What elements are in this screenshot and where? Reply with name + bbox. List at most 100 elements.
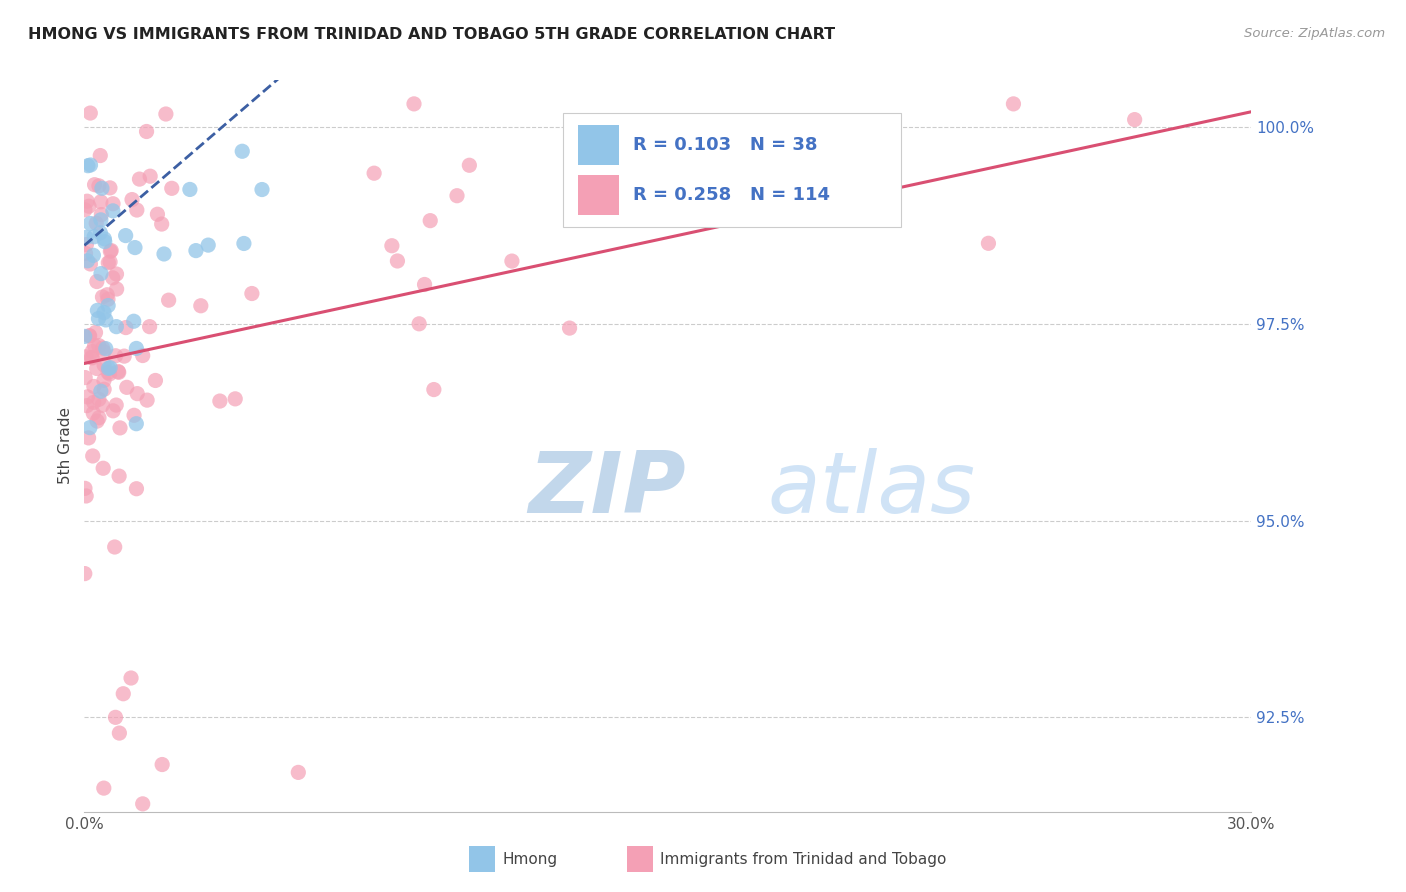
Point: [73, 481, 96, 495]
Text: Source: ZipAtlas.com: Source: ZipAtlas.com: [1244, 27, 1385, 40]
Point: [558, 321, 581, 335]
Point: [101, 271, 124, 285]
Point: [114, 228, 136, 243]
Point: [108, 726, 131, 740]
Point: [93, 344, 115, 359]
Point: [125, 417, 148, 431]
Point: [76, 390, 98, 404]
Point: [363, 166, 385, 180]
Point: [77, 431, 100, 445]
Point: [1002, 96, 1025, 111]
Point: [79, 420, 101, 434]
Point: [125, 482, 148, 496]
Point: [82, 406, 104, 420]
Point: [77, 199, 100, 213]
Point: [138, 319, 160, 334]
Point: [82, 449, 104, 463]
Text: Hmong: Hmong: [502, 852, 557, 867]
Point: [139, 169, 162, 184]
Point: [190, 299, 212, 313]
Point: [75, 246, 97, 260]
Point: [115, 380, 138, 394]
Point: [157, 293, 180, 308]
Bar: [562, 113, 901, 227]
Point: [231, 145, 253, 159]
Point: [105, 319, 128, 334]
Point: [101, 196, 124, 211]
Text: R = 0.258   N = 114: R = 0.258 N = 114: [633, 186, 830, 204]
Bar: [470, 847, 495, 872]
Point: [387, 254, 409, 268]
Point: [155, 107, 177, 121]
Point: [94, 342, 117, 356]
Point: [100, 244, 122, 258]
Point: [75, 370, 97, 384]
Point: [98, 244, 121, 259]
Point: [105, 267, 128, 281]
Point: [160, 181, 183, 195]
Point: [90, 208, 112, 222]
Point: [96, 287, 118, 301]
Text: atlas: atlas: [768, 449, 974, 532]
Point: [402, 96, 425, 111]
Point: [79, 217, 101, 231]
Point: [87, 311, 110, 326]
Point: [73, 566, 96, 581]
Point: [125, 202, 148, 217]
Point: [112, 687, 135, 701]
Point: [136, 393, 159, 408]
Point: [86, 414, 108, 428]
Point: [287, 765, 309, 780]
Point: [84, 326, 107, 340]
Point: [97, 256, 120, 270]
Point: [131, 349, 153, 363]
Point: [179, 182, 201, 196]
Point: [77, 159, 100, 173]
Point: [93, 382, 115, 396]
Point: [90, 194, 112, 209]
Point: [150, 217, 173, 231]
Point: [224, 392, 246, 406]
Point: [146, 207, 169, 221]
Bar: [578, 125, 619, 165]
Point: [1123, 112, 1146, 127]
Point: [125, 342, 148, 356]
Point: [93, 232, 115, 246]
Point: [77, 328, 100, 343]
Point: [79, 106, 101, 120]
Bar: [627, 847, 652, 872]
Point: [381, 238, 404, 252]
Point: [91, 181, 114, 195]
Point: [79, 329, 101, 343]
Point: [83, 379, 105, 393]
Point: [108, 421, 131, 435]
Point: [104, 349, 127, 363]
Point: [86, 275, 108, 289]
Point: [446, 188, 468, 202]
Point: [145, 374, 167, 388]
Point: [121, 193, 143, 207]
Point: [108, 469, 131, 483]
Point: [73, 329, 96, 343]
Point: [458, 158, 481, 172]
Point: [83, 395, 105, 409]
Point: [124, 241, 146, 255]
Point: [75, 230, 97, 244]
Point: [76, 399, 98, 413]
Point: [83, 178, 105, 192]
Point: [250, 182, 273, 196]
Point: [87, 410, 110, 425]
Point: [79, 158, 101, 172]
Point: [82, 344, 104, 359]
Point: [408, 317, 430, 331]
Point: [232, 236, 254, 251]
Point: [79, 257, 101, 271]
Point: [73, 202, 96, 217]
Point: [122, 314, 145, 328]
Point: [82, 248, 104, 262]
Point: [93, 373, 115, 387]
Point: [153, 247, 176, 261]
Point: [120, 671, 142, 685]
Point: [86, 303, 108, 318]
Point: [76, 194, 98, 209]
